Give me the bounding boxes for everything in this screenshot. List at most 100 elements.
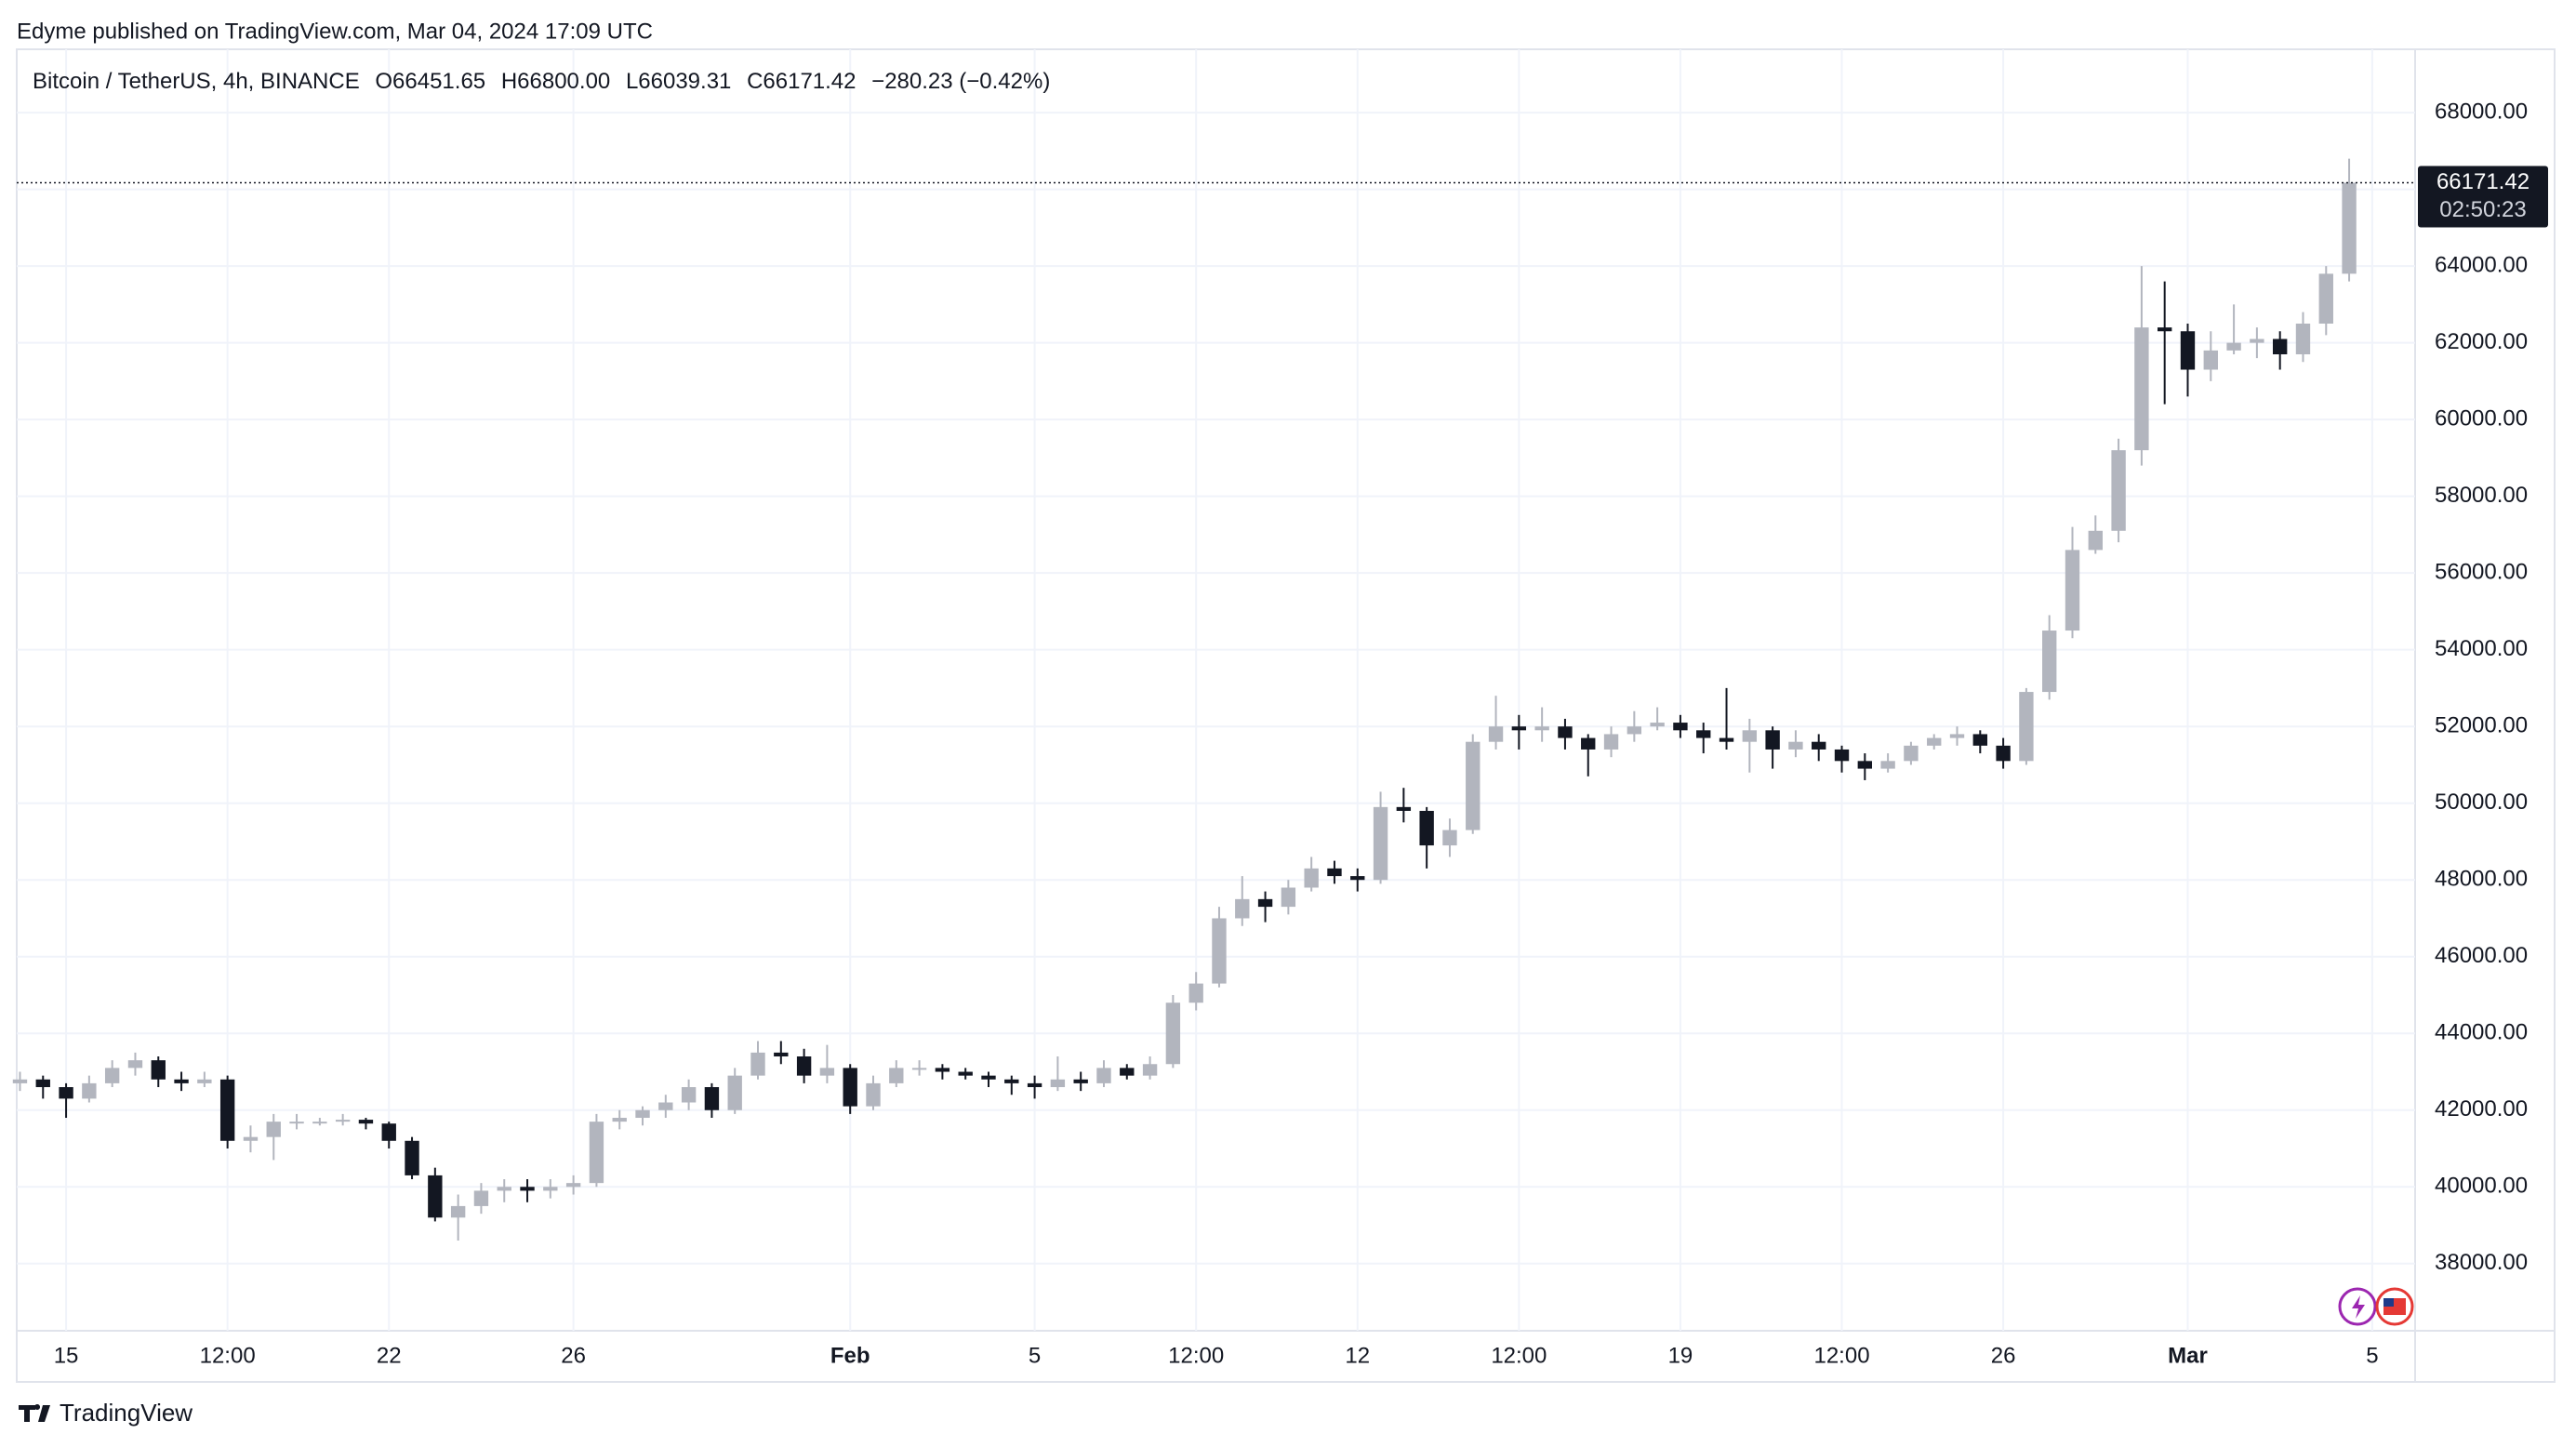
y-tick-label: 62000.00 (2435, 329, 2528, 354)
x-tick-label: 5 (2366, 1343, 2378, 1368)
candle-body (2203, 350, 2218, 370)
symbol: Bitcoin / TetherUS, 4h, BINANCE (33, 69, 360, 94)
candle-body (1419, 810, 1434, 846)
candle-body (935, 1068, 950, 1072)
last-price-box: 66171.42 02:50:23 (2418, 166, 2548, 228)
attribution: Edyme published on TradingView.com, Mar … (17, 19, 653, 44)
candle-body (796, 1056, 812, 1076)
candle-body (312, 1122, 327, 1124)
y-tick-label: 54000.00 (2435, 636, 2528, 661)
candle-body (1927, 737, 1942, 746)
candle-body (1719, 737, 1734, 742)
candle-body (1696, 730, 1711, 738)
candle-body (589, 1122, 604, 1184)
candle-body (565, 1183, 581, 1188)
y-tick-label: 46000.00 (2435, 943, 2528, 968)
y-tick-label: 42000.00 (2435, 1096, 2528, 1122)
candle-body (704, 1087, 720, 1110)
x-tick-label: 12:00 (200, 1343, 256, 1368)
candle-body (681, 1087, 697, 1103)
candle-body (2295, 323, 2311, 354)
high-value: H66800.00 (501, 69, 610, 94)
candle-body (889, 1068, 904, 1083)
candle-body (2088, 530, 2103, 551)
candle-body (1004, 1079, 1019, 1083)
candle-body (428, 1175, 443, 1218)
grid (17, 49, 2415, 1331)
candle-body (1834, 749, 1850, 762)
candle-body (1581, 737, 1596, 750)
y-tick-label: 56000.00 (2435, 560, 2528, 585)
y-tick-label: 64000.00 (2435, 252, 2528, 277)
candle-body (59, 1087, 73, 1099)
candle-body (82, 1082, 97, 1099)
candle-body (1880, 761, 1895, 769)
countdown: 02:50:23 (2439, 197, 2526, 222)
candle-body (151, 1060, 166, 1080)
candle-body (381, 1123, 396, 1141)
candle-body (1972, 734, 1987, 746)
candle-body (197, 1079, 212, 1083)
candles (12, 158, 2357, 1241)
candle-body (658, 1102, 673, 1110)
candle-body (1165, 1002, 1181, 1065)
candle-body (2065, 550, 2080, 631)
x-tick-label: 12:00 (1168, 1343, 1224, 1368)
candle-body (866, 1082, 881, 1107)
candle-body (1765, 730, 1780, 750)
close-value: C66171.42 (747, 69, 856, 94)
candle-body (1742, 730, 1758, 742)
y-tick-label: 68000.00 (2435, 99, 2528, 124)
candle-body (1257, 898, 1273, 908)
candle-body (335, 1120, 351, 1122)
candle-body (2019, 692, 2034, 762)
candle-body (127, 1060, 143, 1069)
candle-body (1120, 1068, 1135, 1076)
candle-body (1327, 868, 1342, 877)
candle-body (1603, 734, 1619, 750)
candle-body (1857, 761, 1873, 769)
candle-body (1488, 726, 1504, 742)
x-tick-label: 15 (54, 1343, 79, 1368)
candle-body (289, 1122, 304, 1124)
candle-body (473, 1190, 489, 1206)
candle-body (1281, 887, 1296, 908)
candle-body (612, 1118, 627, 1122)
x-tick-label: 12:00 (1813, 1343, 1869, 1368)
candle-body (1096, 1068, 1111, 1083)
candle-body (2180, 331, 2196, 370)
x-tick-label: 19 (1668, 1343, 1693, 1368)
candle-body (1627, 726, 1642, 735)
candle-body (2111, 450, 2126, 531)
candle-body (843, 1068, 857, 1107)
candle-body (266, 1122, 281, 1137)
open-value: O66451.65 (375, 69, 485, 94)
candle-body (1396, 806, 1412, 811)
candle-body (635, 1109, 650, 1119)
candle-body (2158, 327, 2172, 332)
candle-body (1350, 876, 1365, 881)
candle-body (1788, 741, 1803, 750)
y-tick-label: 38000.00 (2435, 1250, 2528, 1275)
candle-body (1466, 741, 1481, 830)
candle-body (104, 1068, 120, 1083)
flag-canton (2383, 1298, 2394, 1307)
footer-brand: TradingView (60, 1399, 193, 1427)
event-icon-bolt (2352, 1295, 2365, 1319)
x-tick-label: 26 (1991, 1343, 2016, 1368)
candle-body (1442, 830, 1457, 846)
x-tick-label: 5 (1029, 1343, 1041, 1368)
candle-body (727, 1075, 742, 1110)
candle-body (911, 1068, 927, 1070)
candle-body (2318, 273, 2333, 324)
candle-body (1235, 898, 1250, 919)
candle-body (1558, 726, 1573, 738)
last-price-label: 66171.42 (2437, 169, 2530, 194)
candle-body (358, 1120, 374, 1124)
candle-body (2226, 342, 2241, 351)
candle-body (174, 1079, 189, 1083)
candle-body (219, 1079, 235, 1141)
last-price-bg (2418, 166, 2548, 228)
